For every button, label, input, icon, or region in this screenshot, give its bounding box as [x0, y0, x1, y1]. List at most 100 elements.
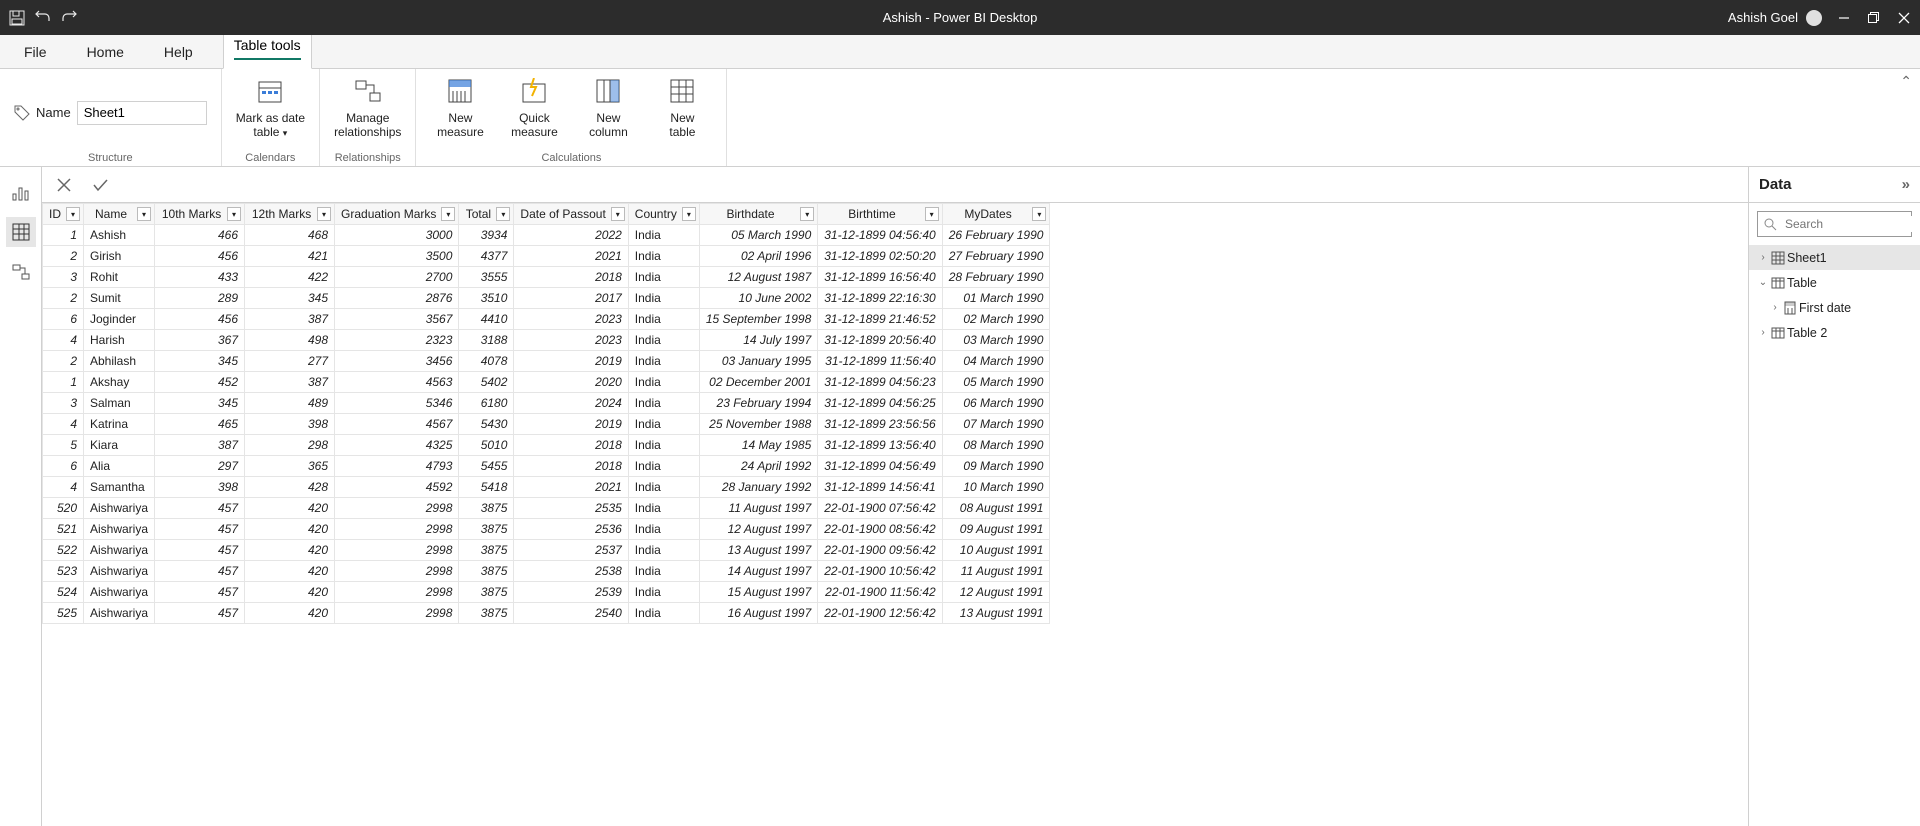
group-calculations: New measure Quick measure New column New… [416, 69, 727, 166]
titlebar: Ashish - Power BI Desktop Ashish Goel [0, 0, 1920, 35]
table-row[interactable]: 1Akshay452387456354022020India02 Decembe… [43, 372, 1050, 393]
column-header[interactable]: Birthdate▾ [699, 204, 817, 225]
manage-relationships-button[interactable]: Manage relationships [334, 75, 401, 140]
column-header[interactable]: ID▾ [43, 204, 84, 225]
collapse-pane-icon[interactable]: » [1902, 176, 1910, 193]
avatar-icon [1806, 10, 1822, 26]
table-row[interactable]: 2Girish456421350043772021India02 April 1… [43, 246, 1050, 267]
tab-table-tools[interactable]: Table tools [223, 30, 312, 69]
tree-node[interactable]: ›First date [1749, 295, 1920, 320]
table-row[interactable]: 6Joginder456387356744102023India15 Septe… [43, 309, 1050, 330]
column-header[interactable]: Birthtime▾ [818, 204, 942, 225]
column-filter-icon[interactable]: ▾ [1032, 207, 1046, 221]
new-measure-button[interactable]: New measure [430, 75, 490, 140]
table-row[interactable]: 1Ashish466468300039342022India05 March 1… [43, 225, 1050, 246]
cancel-formula-icon[interactable] [50, 171, 78, 199]
data-pane: Data » ›Sheet1⌄Table›First date›Table 2 [1748, 167, 1920, 826]
quick-access-toolbar [8, 9, 78, 27]
column-filter-icon[interactable]: ▾ [682, 207, 696, 221]
ribbon-tabs: File Home Help Table tools [0, 35, 1920, 69]
table-row[interactable]: 3Rohit433422270035552018India12 August 1… [43, 267, 1050, 288]
column-header[interactable]: Total▾ [459, 204, 514, 225]
column-header[interactable]: Country▾ [628, 204, 699, 225]
column-filter-icon[interactable]: ▾ [66, 207, 80, 221]
table-row[interactable]: 5Kiara387298432550102018India14 May 1985… [43, 435, 1050, 456]
name-label: Name [36, 105, 71, 120]
column-icon [592, 75, 624, 107]
table-row[interactable]: 4Harish367498232331882023India14 July 19… [43, 330, 1050, 351]
column-header[interactable]: 10th Marks▾ [155, 204, 245, 225]
group-calendars: Mark as date table ▾ Calendars [222, 69, 320, 166]
commit-formula-icon[interactable] [86, 171, 114, 199]
table-row[interactable]: 521Aishwariya457420299838752536India12 A… [43, 519, 1050, 540]
restore-button[interactable] [1866, 10, 1882, 26]
close-button[interactable] [1896, 10, 1912, 26]
table-row[interactable]: 524Aishwariya457420299838752539India15 A… [43, 582, 1050, 603]
new-column-button[interactable]: New column [578, 75, 638, 140]
formula-input[interactable] [122, 171, 1740, 199]
group-structure: Name Structure [0, 69, 222, 166]
mark-as-date-button[interactable]: Mark as date table ▾ [236, 75, 305, 140]
table2-icon [1769, 326, 1787, 340]
data-pane-header: Data » [1749, 167, 1920, 203]
column-header[interactable]: Graduation Marks▾ [335, 204, 459, 225]
column-filter-icon[interactable]: ▾ [137, 207, 151, 221]
chevron-icon[interactable]: › [1769, 302, 1781, 313]
tab-help[interactable]: Help [154, 38, 203, 68]
calendar-icon [254, 75, 286, 107]
redo-icon[interactable] [60, 9, 78, 27]
tab-home[interactable]: Home [77, 38, 134, 68]
tree-node[interactable]: ›Sheet1 [1749, 245, 1920, 270]
report-view-button[interactable] [6, 177, 36, 207]
table-icon [1769, 251, 1787, 265]
name-field: Name [14, 101, 207, 125]
table-row[interactable]: 3Salman345489534661802024India23 Februar… [43, 393, 1050, 414]
chevron-icon[interactable]: ⌄ [1757, 277, 1769, 288]
column-filter-icon[interactable]: ▾ [441, 207, 455, 221]
table-row[interactable]: 523Aishwariya457420299838752538India14 A… [43, 561, 1050, 582]
table-row[interactable]: 522Aishwariya457420299838752537India13 A… [43, 540, 1050, 561]
new-table-button[interactable]: New table [652, 75, 712, 140]
user-name: Ashish Goel [1728, 10, 1798, 25]
column-header[interactable]: 12th Marks▾ [245, 204, 335, 225]
tag-icon [14, 105, 30, 121]
chevron-icon[interactable]: › [1757, 252, 1769, 263]
tab-file[interactable]: File [14, 38, 57, 68]
table-row[interactable]: 2Sumit289345287635102017India10 June 200… [43, 288, 1050, 309]
column-filter-icon[interactable]: ▾ [317, 207, 331, 221]
table-row[interactable]: 520Aishwariya457420299838752535India11 A… [43, 498, 1050, 519]
quick-measure-button[interactable]: Quick measure [504, 75, 564, 140]
save-icon[interactable] [8, 9, 26, 27]
table-row[interactable]: 4Katrina465398456754302019India25 Novemb… [43, 414, 1050, 435]
search-input[interactable] [1783, 216, 1920, 232]
collapse-ribbon-icon[interactable]: ⌃ [1900, 73, 1912, 90]
fields-tree: ›Sheet1⌄Table›First date›Table 2 [1749, 245, 1920, 345]
column-header[interactable]: MyDates▾ [942, 204, 1050, 225]
user-account[interactable]: Ashish Goel [1728, 10, 1822, 26]
minimize-button[interactable] [1836, 10, 1852, 26]
column-filter-icon[interactable]: ▾ [496, 207, 510, 221]
column-filter-icon[interactable]: ▾ [925, 207, 939, 221]
data-grid[interactable]: ID▾Name▾10th Marks▾12th Marks▾Graduation… [42, 203, 1748, 826]
table-row[interactable]: 4Samantha398428459254182021India28 Janua… [43, 477, 1050, 498]
view-switcher [0, 167, 42, 826]
column-filter-icon[interactable]: ▾ [611, 207, 625, 221]
table-row[interactable]: 6Alia297365479354552018India24 April 199… [43, 456, 1050, 477]
quick-measure-icon [518, 75, 550, 107]
relationships-icon [352, 75, 384, 107]
search-field[interactable] [1757, 211, 1912, 237]
data-view-button[interactable] [6, 217, 36, 247]
table2-icon [1769, 276, 1787, 290]
column-header[interactable]: Name▾ [84, 204, 155, 225]
model-view-button[interactable] [6, 257, 36, 287]
undo-icon[interactable] [34, 9, 52, 27]
table-name-input[interactable] [77, 101, 207, 125]
column-filter-icon[interactable]: ▾ [227, 207, 241, 221]
table-row[interactable]: 525Aishwariya457420299838752540India16 A… [43, 603, 1050, 624]
tree-node[interactable]: ⌄Table [1749, 270, 1920, 295]
table-row[interactable]: 2Abhilash345277345640782019India03 Janua… [43, 351, 1050, 372]
column-header[interactable]: Date of Passout▾ [514, 204, 628, 225]
chevron-icon[interactable]: › [1757, 327, 1769, 338]
tree-node[interactable]: ›Table 2 [1749, 320, 1920, 345]
column-filter-icon[interactable]: ▾ [800, 207, 814, 221]
